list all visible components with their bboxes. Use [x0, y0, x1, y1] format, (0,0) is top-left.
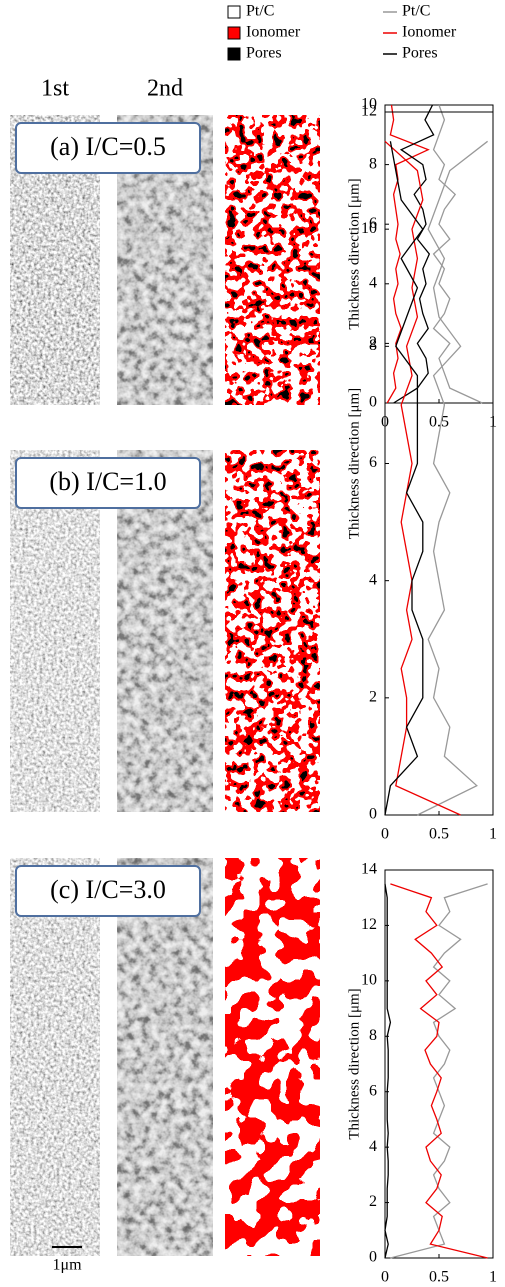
- y-tick-label: 6: [369, 215, 377, 232]
- x-tick-label: 0.5: [429, 826, 449, 843]
- y-tick-label: 0: [369, 1249, 377, 1266]
- plot-frame: [384, 869, 494, 1259]
- panel-label: (c) I/C=3.0: [50, 875, 166, 904]
- micrographs: [10, 115, 320, 1256]
- legend-swatch: [227, 26, 241, 40]
- y-tick-label: 12: [361, 103, 377, 120]
- legend-swatch: [227, 47, 241, 61]
- series-line: [384, 140, 461, 816]
- column-label: 2nd: [147, 76, 183, 102]
- y-tick-label: 14: [361, 861, 377, 878]
- series-line: [386, 104, 430, 404]
- y-tick-label: 8: [369, 337, 377, 354]
- legend-label: Ionomer: [402, 24, 457, 41]
- x-tick-label: 1: [489, 1269, 497, 1286]
- segmented-image: [225, 858, 320, 1256]
- legend-label: Pt/C: [246, 3, 274, 20]
- x-tick-label: 1: [489, 826, 497, 843]
- y-tick-label: 10: [361, 220, 377, 237]
- y-tick-label: 0: [369, 806, 377, 823]
- sem-image: [10, 450, 100, 812]
- series-line: [417, 140, 488, 816]
- legend-label: Pores: [246, 45, 282, 62]
- y-tick-label: 10: [361, 972, 377, 989]
- sem-image: [10, 858, 100, 1256]
- y-tick-label: 6: [369, 454, 377, 471]
- x-tick-label: 0: [381, 826, 389, 843]
- panel-label-box: [15, 122, 201, 174]
- y-tick-label: 8: [369, 155, 377, 172]
- series-line: [390, 883, 488, 1259]
- y-tick-label: 4: [369, 1138, 377, 1155]
- y-tick-label: 8: [369, 1027, 377, 1044]
- sem-image: [117, 858, 213, 1256]
- panel-label-box: [15, 865, 201, 917]
- y-tick-label: 10: [361, 96, 377, 113]
- sem-image: [117, 450, 213, 812]
- y-tick-label: 2: [369, 1193, 377, 1210]
- y-tick-label: 2: [369, 334, 377, 351]
- y-axis-label: Thickness direction [μm]: [346, 178, 362, 329]
- y-tick-label: 12: [361, 916, 377, 933]
- series-line: [390, 883, 488, 1259]
- x-tick-label: 0.5: [429, 414, 449, 431]
- y-tick-label: 2: [369, 689, 377, 706]
- legend-label: Pt/C: [402, 3, 430, 20]
- y-tick-label: 0: [369, 394, 377, 411]
- y-axis-label: Thickness direction [μm]: [346, 388, 362, 539]
- y-tick-label: 6: [369, 1082, 377, 1099]
- y-tick-label: 4: [369, 274, 377, 291]
- column-label: 1st: [41, 76, 69, 102]
- legend-label: Pores: [402, 45, 438, 62]
- series-line: [384, 141, 424, 816]
- x-tick-label: 0.5: [429, 1269, 449, 1286]
- series-line: [393, 104, 435, 404]
- legend-label: Ionomer: [246, 24, 301, 41]
- panel-label: (b) I/C=1.0: [49, 467, 166, 496]
- y-tick-label: 4: [369, 571, 377, 588]
- plot-frame: [384, 111, 494, 816]
- segmented-image: [225, 450, 320, 812]
- series-line: [432, 104, 483, 404]
- y-axis-label: Thickness direction [μm]: [346, 988, 362, 1139]
- segmented-image: [225, 115, 320, 405]
- series-line: [384, 883, 392, 1259]
- x-tick-label: 0: [381, 1269, 389, 1286]
- scale-label: 1μm: [52, 1257, 82, 1274]
- panel-label: (a) I/C=0.5: [50, 132, 166, 161]
- panel-label-box: [15, 457, 201, 509]
- legend-swatch: [227, 5, 241, 19]
